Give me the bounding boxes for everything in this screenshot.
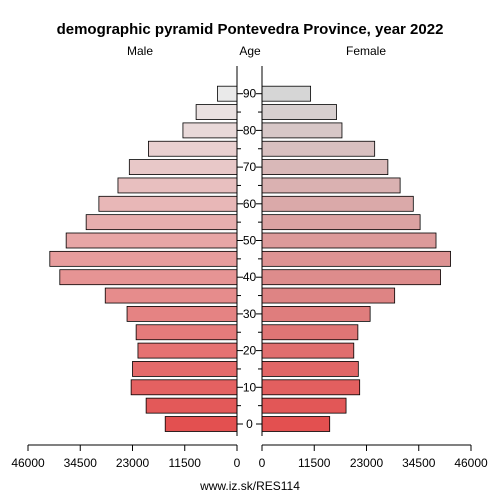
female-bar-age-0 bbox=[261, 416, 331, 432]
female-bar-age-25 bbox=[261, 324, 359, 341]
male-bar-age-40 bbox=[59, 269, 238, 286]
male-bar-age-50 bbox=[65, 232, 238, 249]
male-bar-age-65 bbox=[117, 177, 238, 194]
female-bar-age-35 bbox=[261, 287, 396, 304]
x-tick-label-male: 11500 bbox=[169, 456, 202, 470]
male-bar-age-20 bbox=[137, 342, 238, 359]
x-tick-label-female: 23000 bbox=[350, 456, 384, 470]
x-tick-label-male: 0 bbox=[234, 456, 241, 470]
male-bar-age-90 bbox=[217, 85, 238, 102]
x-tick-label-male: 46000 bbox=[11, 456, 45, 470]
female-bar-age-80 bbox=[261, 122, 343, 139]
age-tick-label-20: 20 bbox=[243, 344, 257, 358]
age-tick-label-90: 90 bbox=[243, 87, 257, 101]
age-tick-label-50: 50 bbox=[243, 234, 257, 248]
female-bar-age-20 bbox=[261, 342, 355, 359]
female-label: Female bbox=[346, 44, 386, 58]
age-tick-label-70: 70 bbox=[243, 160, 257, 174]
male-bar-age-55 bbox=[85, 214, 238, 231]
age-axis: 0 10 20 30 40 50 60 70 80 90 bbox=[236, 66, 263, 436]
male-bar-age-25 bbox=[135, 324, 238, 341]
female-bar-age-50 bbox=[261, 232, 437, 249]
female-bar-age-55 bbox=[261, 214, 421, 231]
female-bar-age-90 bbox=[261, 85, 312, 102]
male-bar-age-60 bbox=[98, 195, 238, 212]
x-tick-label-female: 11500 bbox=[298, 456, 331, 470]
x-tick-label-female: 34500 bbox=[402, 456, 436, 470]
age-tick-label-10: 10 bbox=[243, 380, 257, 394]
male-bar-age-0 bbox=[164, 416, 238, 432]
female-bar-age-75 bbox=[261, 140, 376, 157]
male-bar-age-45 bbox=[49, 250, 238, 267]
female-bar-age-10 bbox=[261, 379, 361, 396]
x-tick-label-female: 0 bbox=[259, 456, 266, 470]
male-bar-age-70 bbox=[128, 159, 238, 176]
male-bar-age-85 bbox=[195, 104, 238, 120]
male-bar-age-5 bbox=[145, 397, 238, 414]
x-axis-female: 0 11500 23000 34500 46000 bbox=[259, 444, 488, 470]
x-tick-label-male: 34500 bbox=[64, 456, 98, 470]
x-tick-label-male: 23000 bbox=[116, 456, 150, 470]
age-tick-label-0: 0 bbox=[246, 417, 253, 431]
female-bar-age-60 bbox=[261, 195, 414, 212]
female-bar-age-45 bbox=[261, 250, 451, 267]
chart-title: demographic pyramid Pontevedra Province,… bbox=[57, 21, 444, 38]
male-bar-age-15 bbox=[132, 361, 238, 377]
age-tick-label-60: 60 bbox=[243, 197, 257, 211]
female-bar-age-70 bbox=[261, 159, 389, 176]
age-tick-label-30: 30 bbox=[243, 307, 257, 321]
male-bar-age-10 bbox=[130, 379, 238, 396]
female-bar-age-15 bbox=[261, 361, 359, 377]
male-bar-age-35 bbox=[104, 287, 238, 304]
male-bar-age-30 bbox=[126, 305, 238, 322]
male-bar-age-80 bbox=[182, 122, 238, 139]
female-bars bbox=[261, 85, 451, 432]
age-tick-label-40: 40 bbox=[243, 270, 257, 284]
age-label: Age bbox=[239, 44, 261, 58]
female-bar-age-85 bbox=[261, 104, 337, 120]
male-bar-age-75 bbox=[148, 140, 238, 157]
source-label: www.iz.sk/RES114 bbox=[199, 479, 300, 493]
female-bar-age-65 bbox=[261, 177, 401, 194]
x-axis-male: 46000 34500 23000 11500 0 bbox=[11, 444, 241, 470]
male-label: Male bbox=[127, 44, 153, 58]
x-tick-label-female: 46000 bbox=[454, 456, 488, 470]
male-bars bbox=[49, 85, 238, 432]
female-bar-age-40 bbox=[261, 269, 441, 286]
female-bar-age-30 bbox=[261, 305, 371, 322]
female-bar-age-5 bbox=[261, 397, 347, 414]
age-tick-label-80: 80 bbox=[243, 123, 257, 137]
